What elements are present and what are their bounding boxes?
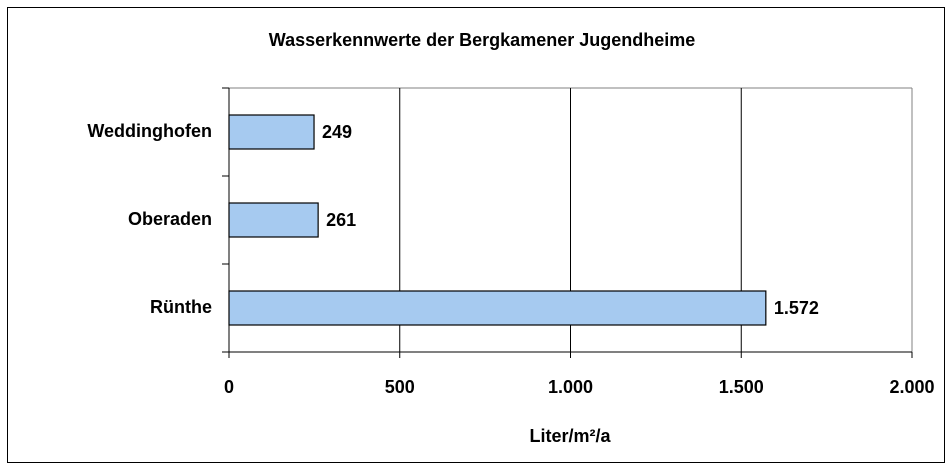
x-tick-label: 2.000 bbox=[889, 377, 934, 397]
y-tick-label: Weddinghofen bbox=[87, 121, 212, 141]
bar bbox=[228, 290, 767, 326]
chart-title: Wasserkennwerte der Bergkamener Jugendhe… bbox=[269, 30, 696, 50]
y-tick-label: Rünthe bbox=[150, 297, 212, 317]
value-label: 261 bbox=[326, 210, 356, 230]
chart-border bbox=[7, 7, 945, 463]
x-tick-label: 1.000 bbox=[548, 377, 593, 397]
x-tick-label: 0 bbox=[224, 377, 234, 397]
bar bbox=[228, 114, 315, 150]
y-tick-label: Oberaden bbox=[128, 209, 212, 229]
x-tick-label: 500 bbox=[385, 377, 415, 397]
x-axis-label: Liter/m²/a bbox=[529, 426, 611, 446]
value-label: 249 bbox=[322, 122, 352, 142]
value-label: 1.572 bbox=[774, 298, 819, 318]
bar bbox=[228, 202, 319, 238]
x-tick-label: 1.500 bbox=[719, 377, 764, 397]
